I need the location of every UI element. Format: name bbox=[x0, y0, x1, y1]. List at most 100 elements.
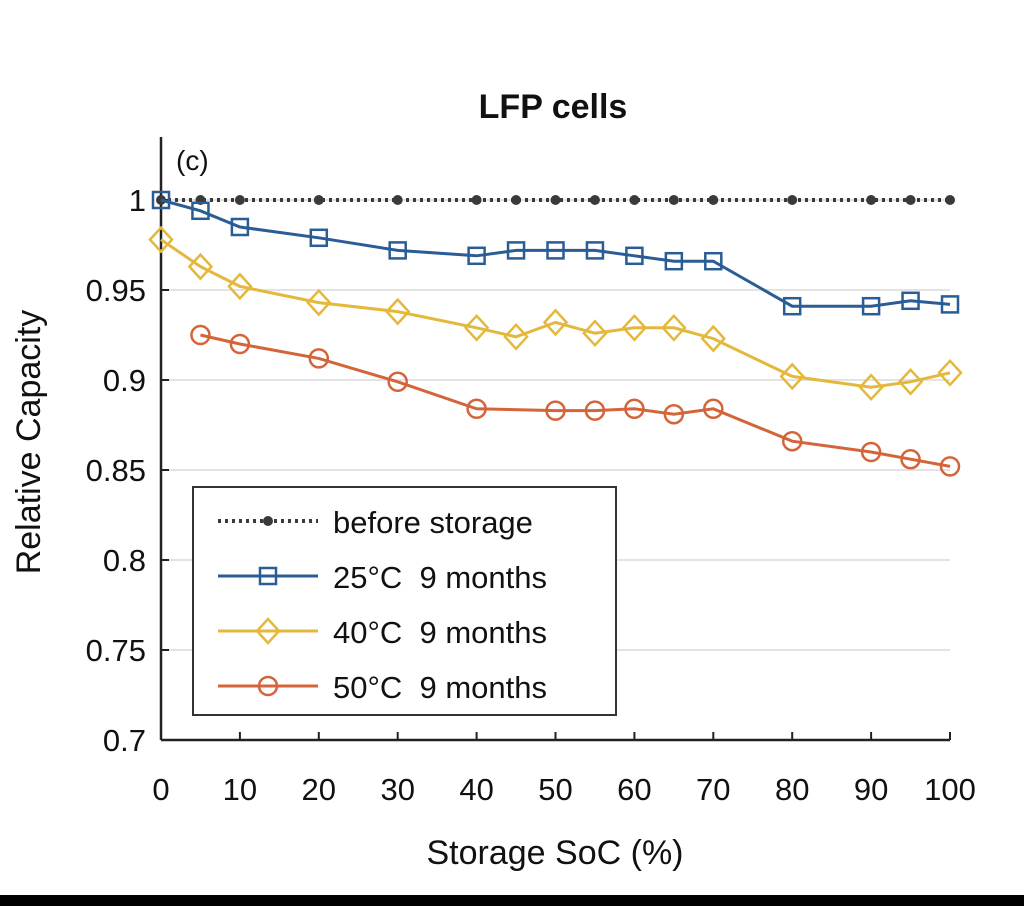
data-point bbox=[940, 295, 960, 314]
x-tick-label: 60 bbox=[617, 772, 651, 807]
x-tick-label: 70 bbox=[696, 772, 730, 807]
data-point bbox=[392, 195, 403, 205]
data-point bbox=[700, 324, 726, 353]
data-point bbox=[545, 400, 566, 421]
data-point bbox=[779, 362, 805, 391]
data-point bbox=[234, 195, 245, 205]
y-axis-label: Relative Capacity bbox=[10, 310, 48, 575]
y-tick-label: 0.9 bbox=[103, 363, 146, 398]
y-tick-label: 0.95 bbox=[86, 273, 146, 308]
legend-marker bbox=[257, 675, 279, 697]
legend-marker bbox=[255, 617, 281, 645]
series-2 bbox=[148, 225, 963, 402]
data-point bbox=[900, 448, 921, 470]
data-point bbox=[309, 228, 329, 248]
data-point bbox=[663, 403, 685, 425]
y-ticks: 0.7 0.75 0.8 0.85 0.9 0.95 1 bbox=[86, 183, 169, 758]
legend-label: 25°C 9 months bbox=[333, 560, 547, 595]
x-tick-label: 80 bbox=[775, 772, 809, 807]
chart-title: LFP cells bbox=[479, 88, 628, 126]
data-point bbox=[151, 190, 171, 210]
data-point bbox=[466, 398, 487, 420]
data-point bbox=[467, 246, 486, 266]
data-point bbox=[191, 201, 210, 221]
data-point bbox=[897, 367, 924, 396]
series-group bbox=[148, 190, 963, 477]
data-point bbox=[227, 272, 253, 301]
data-point bbox=[190, 324, 211, 346]
data-point bbox=[708, 195, 719, 205]
data-point bbox=[905, 195, 916, 205]
data-point bbox=[313, 195, 324, 205]
series-line bbox=[200, 333, 951, 468]
legend: before storage 25°C 9 months 40°C 9 months… bbox=[192, 486, 617, 716]
data-point bbox=[781, 430, 803, 452]
data-point bbox=[148, 225, 174, 254]
data-point bbox=[704, 251, 723, 271]
data-point bbox=[546, 241, 565, 260]
y-tick-label: 0.85 bbox=[86, 453, 146, 488]
series-1 bbox=[151, 190, 960, 316]
x-tick-label: 20 bbox=[302, 772, 336, 807]
legend-label: 50°C 9 months bbox=[333, 670, 547, 705]
data-point bbox=[661, 313, 687, 342]
x-tick-label: 10 bbox=[223, 772, 257, 807]
legend-label: 40°C 9 months bbox=[333, 615, 547, 650]
panel-label: (c) bbox=[176, 145, 209, 176]
data-point bbox=[582, 319, 608, 348]
data-point bbox=[506, 241, 526, 260]
data-point bbox=[187, 252, 214, 281]
data-point bbox=[229, 333, 251, 355]
y-tick-label: 1 bbox=[129, 183, 146, 218]
data-point bbox=[624, 398, 645, 420]
data-point bbox=[589, 195, 600, 205]
data-point bbox=[503, 322, 529, 351]
bottom-bar bbox=[0, 895, 1024, 906]
data-point bbox=[782, 296, 802, 316]
data-point bbox=[787, 195, 798, 205]
legend-marker bbox=[258, 566, 278, 586]
data-point bbox=[387, 371, 408, 393]
legend-label: before storage bbox=[333, 505, 533, 540]
data-point bbox=[664, 251, 684, 271]
legend-item: 50°C 9 months bbox=[218, 670, 547, 705]
data-point bbox=[945, 195, 955, 205]
legend-marker bbox=[263, 516, 273, 526]
data-point bbox=[625, 246, 644, 266]
data-point bbox=[866, 195, 877, 205]
data-point bbox=[463, 313, 490, 342]
data-point bbox=[860, 441, 882, 463]
series-line bbox=[160, 238, 951, 389]
data-point bbox=[388, 241, 407, 260]
data-point bbox=[542, 308, 569, 337]
y-tick-label: 0.8 bbox=[103, 543, 146, 578]
data-point bbox=[629, 195, 640, 205]
data-point bbox=[385, 297, 411, 326]
data-point bbox=[230, 217, 250, 237]
data-point bbox=[584, 400, 606, 421]
legend-item: 25°C 9 months bbox=[218, 560, 547, 595]
series-line bbox=[160, 198, 951, 308]
x-tick-label: 50 bbox=[538, 772, 572, 807]
x-ticks: 0 10 20 30 40 50 60 70 80 90 100 bbox=[152, 732, 976, 807]
data-point bbox=[939, 456, 961, 477]
series-0 bbox=[156, 195, 955, 205]
data-point bbox=[621, 313, 648, 342]
x-tick-label: 40 bbox=[459, 772, 493, 807]
x-tick-label: 0 bbox=[152, 772, 169, 807]
data-point bbox=[858, 373, 884, 402]
data-point bbox=[668, 195, 679, 205]
data-point bbox=[703, 398, 724, 420]
series-3 bbox=[190, 324, 961, 477]
data-point bbox=[901, 291, 920, 311]
data-point bbox=[511, 195, 522, 205]
y-tick-label: 0.75 bbox=[86, 633, 146, 668]
data-point bbox=[861, 296, 881, 316]
x-tick-label: 90 bbox=[854, 772, 888, 807]
x-tick-label: 30 bbox=[380, 772, 414, 807]
data-point bbox=[585, 241, 605, 260]
x-tick-label: 100 bbox=[924, 772, 976, 807]
data-point bbox=[937, 358, 963, 387]
data-point bbox=[308, 348, 330, 369]
